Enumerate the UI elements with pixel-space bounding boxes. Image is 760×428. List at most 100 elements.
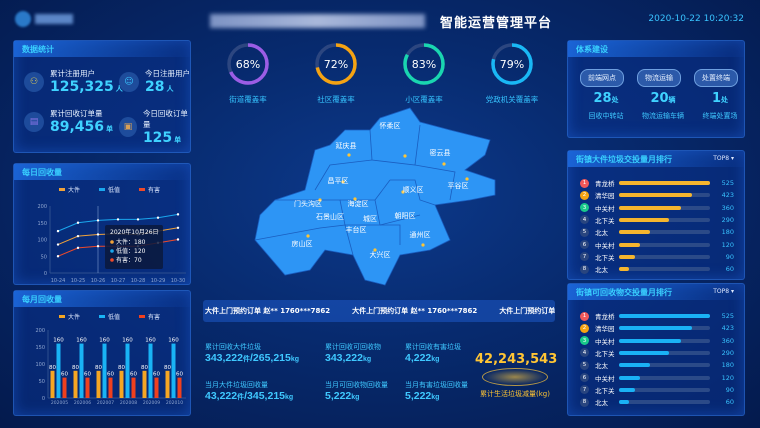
bar-value-label: 160 — [145, 338, 156, 344]
ring-progress — [315, 43, 357, 85]
data-point — [76, 246, 80, 250]
coverage-ring: 83% 小区覆盖率 — [394, 42, 454, 105]
rank-bar-fill — [619, 205, 682, 210]
system-tag[interactable]: 物流运输 — [637, 69, 681, 87]
bar-value-label: 80 — [72, 365, 79, 371]
district-dot — [421, 243, 425, 247]
center-stat-value: 343,222kg — [325, 352, 381, 364]
legend-swatch — [99, 188, 105, 191]
rank-value: 290 — [721, 215, 734, 224]
center-stat-value: 43,222件/345,215kg — [205, 390, 293, 402]
bar — [165, 370, 170, 398]
document-icon: ▤ — [24, 111, 44, 132]
user-icon: ☺ — [119, 71, 139, 92]
data-point — [56, 243, 60, 246]
system-unit: 辆 — [668, 96, 676, 104]
unit: 件 — [242, 356, 250, 363]
bar-value-label: 80 — [164, 365, 171, 371]
bar-value-label: 80 — [95, 365, 102, 371]
district-label: 丰台区 — [346, 225, 367, 234]
bar-value-label: 60 — [153, 372, 160, 378]
bar — [50, 370, 55, 398]
legend-label: 低值 — [108, 313, 120, 321]
legend-label: 有害 — [148, 186, 160, 194]
rank-value: 120 — [721, 373, 734, 382]
legend-label: 大件 — [68, 313, 80, 321]
center-stat: 累计回收大件垃圾 343,222件/265,215kg — [205, 342, 299, 364]
rank-name: 中关村 — [595, 337, 615, 346]
daily-line-chart: 大件 低值 有害 0 50 100 150 200 10-24 10-25 10-26 10-27 10… — [37, 186, 186, 284]
x-tick-label: 10-24 — [51, 278, 66, 284]
rank-bar-fill — [619, 363, 651, 368]
coverage-ring: 68% 街道覆盖率 — [218, 42, 278, 105]
rank-bar-track — [619, 400, 710, 405]
rank-bar-fill — [619, 267, 630, 272]
stat-item: ⚇ 累计注册用户 125,325 人 — [24, 68, 123, 95]
ranking-row: 5 北太 180 — [580, 227, 734, 237]
rank-badge: 4 — [580, 348, 589, 358]
y-tick-label: 100 — [37, 238, 47, 244]
district-dot — [347, 153, 351, 157]
x-tick-label: 10-25 — [71, 278, 86, 284]
data-stats-panel: 数据统计 ⚇ 累计注册用户 125,325 人 ☺ 今日注册用户 28 人 ▤ 累计回收订单量 89… — [13, 40, 191, 153]
rank-value: 360 — [721, 336, 734, 345]
rank-value: 423 — [721, 191, 734, 200]
stat-number: 125 — [142, 130, 173, 146]
rank-bar-fill — [619, 181, 710, 185]
page-title: 智能运营管理平台 — [210, 10, 560, 32]
x-tick-label: 10-29 — [151, 278, 166, 284]
rank-badge: 1 — [580, 311, 589, 321]
order-icon: ▣ — [119, 117, 137, 137]
order-ticker: 大件上门预约订单 赵** 1760***7862 大件上门预约订单 赵** 17… — [203, 300, 555, 322]
bar-value-label: 160 — [76, 338, 87, 344]
y-tick-label: 50 — [41, 254, 47, 260]
rank-value: 290 — [721, 348, 734, 357]
blurred-title-prefix — [210, 14, 425, 28]
stat-item: ▤ 累计回收订单量 89,456 单 — [24, 108, 113, 135]
rank-bar-track — [619, 326, 710, 331]
x-tick-label: 202010 — [166, 400, 183, 406]
rank-badge: 7 — [580, 252, 589, 262]
rank-badge: 5 — [580, 227, 589, 237]
center-stat: 累计回收可回收物 343,222kg — [325, 342, 381, 364]
legend-label: 低值 — [108, 186, 120, 194]
rank-bar-fill — [619, 350, 670, 355]
number: 43,222 — [205, 390, 238, 402]
x-tick-label: 10-30 — [171, 278, 186, 284]
system-tag[interactable]: 处置终端 — [694, 69, 738, 87]
rank-name: 中关村 — [595, 204, 615, 213]
top8-dropdown[interactable]: TOP8 ▾ — [713, 288, 734, 295]
stat-unit: 人 — [166, 85, 174, 93]
rank-badge: 1 — [580, 178, 589, 188]
rank-bar-fill — [619, 387, 635, 392]
y-tick-label: 0 — [44, 271, 47, 277]
rank-name: 清华园 — [595, 325, 615, 334]
data-point — [176, 226, 180, 229]
number: 5,222 — [325, 390, 352, 402]
center-stat-value: 4,222kg — [405, 352, 461, 364]
system-number: 1 — [711, 91, 722, 106]
rank-badge: 6 — [580, 373, 589, 382]
district-label: 通州区 — [410, 230, 431, 239]
rank-bar-track — [619, 267, 710, 272]
rank-name: 北太 — [595, 266, 608, 275]
bar — [177, 377, 182, 398]
stat-value: 28 人 — [145, 79, 190, 95]
system-tag[interactable]: 前端网点 — [580, 69, 624, 87]
rank-badge: 4 — [580, 215, 589, 225]
ranking-row: 7 北下关 90 — [580, 252, 734, 262]
ranking-row: 3 中关村 360 — [580, 203, 734, 213]
center-stat-label: 当月可回收物回收量 — [325, 381, 388, 389]
bar — [125, 343, 130, 398]
unit: kg — [362, 356, 372, 363]
top8-dropdown[interactable]: TOP8 ▾ — [713, 155, 734, 162]
ring-value: 68% — [236, 58, 260, 71]
ranking-row: 1 青龙桥 525 — [580, 311, 734, 321]
monthly-bar-chart: 大件 低值 有害 0 50 100 150 200 202005 80 160 60 202006 80 1… — [35, 313, 186, 406]
ranking-row: 4 北下关 290 — [580, 215, 734, 225]
rank-name: 中关村 — [595, 241, 615, 250]
center-stat-label: 累计回收有害垃圾 — [405, 343, 461, 351]
ticker-item: 大件上门预约订单 赵** 1760***7862 — [205, 307, 331, 315]
title-text: 智能运营管理平台 — [440, 15, 553, 31]
